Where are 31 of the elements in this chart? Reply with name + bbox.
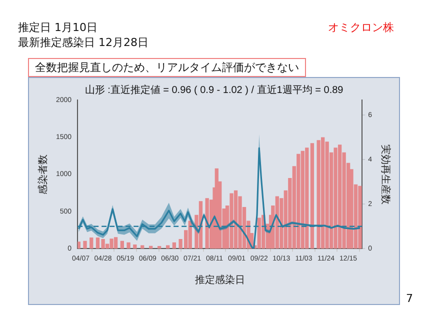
bar bbox=[316, 140, 320, 249]
x-axis-title: 推定感染日 bbox=[194, 274, 245, 286]
bar bbox=[133, 244, 137, 249]
bar bbox=[338, 144, 342, 249]
text: 推定日 1月10日 bbox=[18, 20, 98, 35]
bar bbox=[234, 190, 238, 249]
bar bbox=[188, 220, 192, 249]
y-axis-title: 感染者数 bbox=[36, 154, 49, 194]
bar bbox=[172, 242, 176, 249]
bar bbox=[305, 148, 309, 249]
text: オミクロン株 bbox=[328, 20, 394, 35]
bar bbox=[320, 137, 325, 249]
bar bbox=[358, 186, 362, 249]
bar bbox=[334, 148, 338, 249]
bar bbox=[157, 246, 162, 249]
bar bbox=[257, 218, 261, 249]
bar bbox=[310, 143, 314, 249]
bar bbox=[90, 237, 94, 249]
text: 最新推定感染日 12月28日 bbox=[18, 35, 148, 50]
bar bbox=[83, 240, 87, 249]
bar bbox=[110, 238, 114, 249]
bar bbox=[300, 150, 304, 249]
bar bbox=[126, 242, 130, 249]
bar bbox=[114, 237, 118, 249]
bar bbox=[230, 193, 234, 249]
text: 全数把握見直しのため、リアルタイム評価ができない bbox=[28, 58, 306, 77]
bar bbox=[120, 240, 124, 249]
text: 7 bbox=[406, 292, 413, 305]
y2-axis-title: 実効再生産数 bbox=[379, 144, 392, 204]
bar bbox=[296, 154, 300, 249]
chart-title: 山形 :直近推定値 = 0.96 ( 0.9 - 1.02 ) / 直近1週平均 = 0.89 bbox=[84, 84, 344, 96]
